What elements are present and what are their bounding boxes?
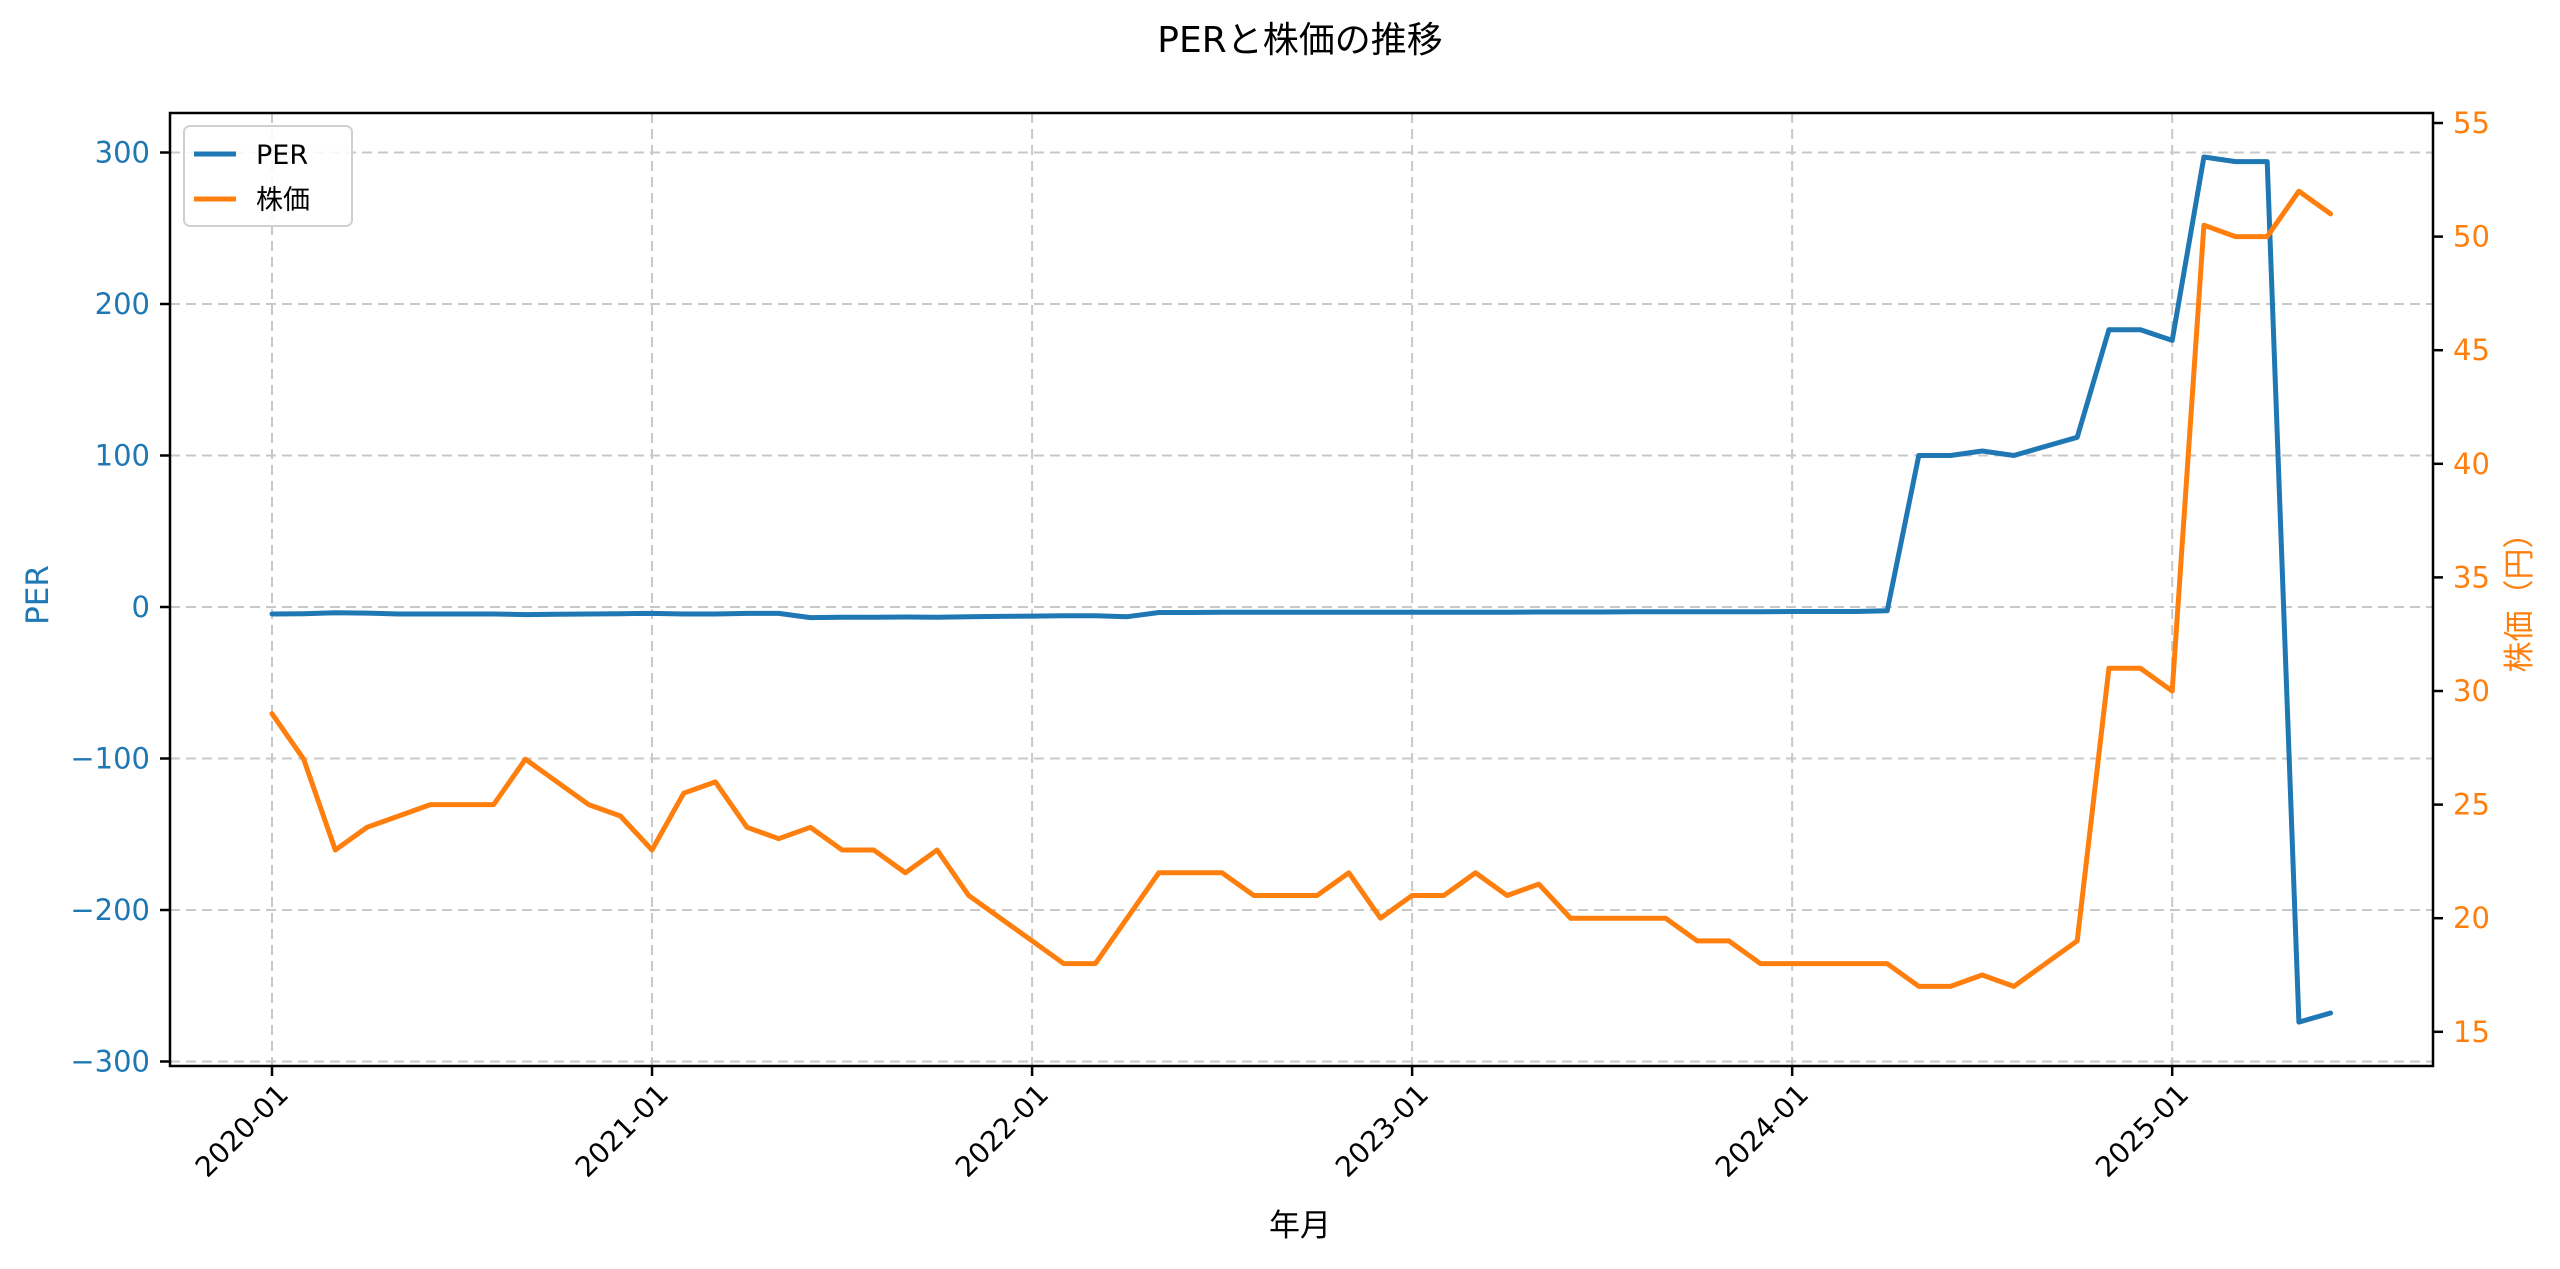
x-tick-label: 2023-01 bbox=[1329, 1078, 1435, 1184]
plot-frame bbox=[168, 111, 2435, 1068]
y-tick-label-right: 25 bbox=[2453, 788, 2490, 822]
y-tick-label-left: 0 bbox=[132, 590, 150, 624]
left-y-axis: −300 −200 −100 0 100 200 300 bbox=[70, 136, 170, 1079]
x-tick-label: 2024-01 bbox=[1709, 1078, 1815, 1184]
y-tick-label-left: −300 bbox=[70, 1045, 150, 1079]
series-per-line bbox=[269, 154, 2334, 1025]
y-tick-label-right: 55 bbox=[2453, 106, 2490, 140]
y-tick-label-left: 300 bbox=[95, 136, 150, 170]
y-tick-label-right: 40 bbox=[2453, 447, 2490, 481]
series-layer bbox=[269, 154, 2334, 1025]
y-tick-label-right: 30 bbox=[2453, 674, 2490, 708]
x-tick-label: 2020-01 bbox=[189, 1078, 295, 1184]
series-price-line bbox=[269, 188, 2334, 989]
chart-title: PERと株価の推移 bbox=[1157, 20, 1442, 61]
x-axis-label: 年月 bbox=[1269, 1208, 1331, 1244]
legend-label-per: PER bbox=[256, 140, 308, 171]
x-tick-label: 2025-01 bbox=[2089, 1078, 2195, 1184]
x-axis: 2020-01 2021-01 2022-01 2023-01 2024-01 2025-… bbox=[189, 1066, 2195, 1184]
y-axis-label-right: 株価（円） bbox=[2502, 518, 2538, 673]
y-tick-label-left: 200 bbox=[95, 287, 150, 321]
right-y-axis: 15 20 25 30 35 40 45 50 55 bbox=[2433, 106, 2490, 1049]
y-tick-label-left: 100 bbox=[95, 439, 150, 473]
y-tick-label-left: −100 bbox=[70, 742, 150, 776]
legend: PER 株価 bbox=[183, 125, 353, 227]
y-tick-label-right: 20 bbox=[2453, 901, 2490, 935]
grid-lines bbox=[170, 113, 2433, 1066]
y-tick-label-left: −200 bbox=[70, 893, 150, 927]
legend-label-price: 株価 bbox=[256, 185, 310, 216]
y-tick-label-right: 35 bbox=[2453, 560, 2490, 594]
y-tick-label-right: 15 bbox=[2453, 1015, 2490, 1049]
y-tick-label-right: 50 bbox=[2453, 220, 2490, 254]
y-tick-label-right: 45 bbox=[2453, 333, 2490, 367]
x-tick-label: 2022-01 bbox=[949, 1078, 1055, 1184]
y-axis-label-left: PER bbox=[20, 565, 56, 625]
x-tick-label: 2021-01 bbox=[569, 1078, 675, 1184]
